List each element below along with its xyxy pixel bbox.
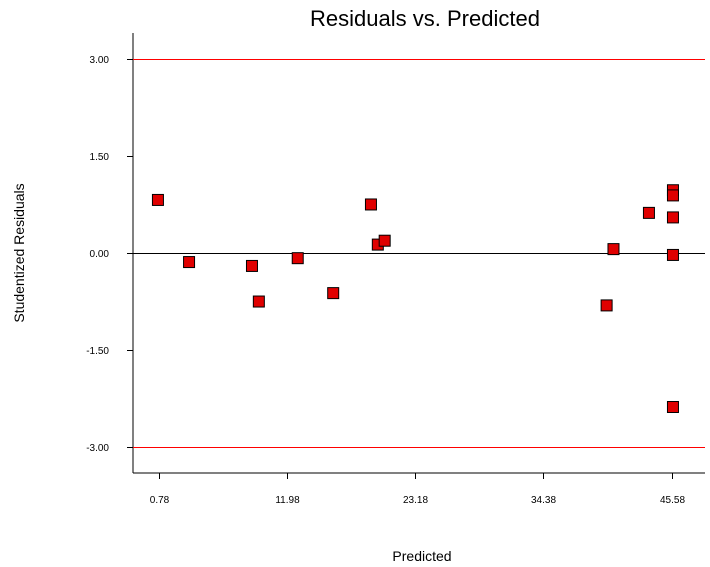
- data-point: [291, 252, 304, 265]
- y-tick-label: -1.50: [86, 346, 109, 357]
- data-point: [666, 248, 679, 261]
- x-tick-label: 34.38: [531, 495, 556, 506]
- data-point: [666, 211, 679, 224]
- data-point: [642, 206, 655, 219]
- data-point: [600, 299, 613, 312]
- y-tick-label: 1.50: [90, 152, 110, 163]
- x-tick-label: 23.18: [403, 495, 428, 506]
- plot-area: 3.00 1.50 0.00 -1.50 -3.00 0.78 11.98 23.18 34.3…: [86, 33, 705, 506]
- y-axis-label: Studentized Residuals: [11, 183, 27, 322]
- y-tick-label: 0.00: [90, 249, 110, 260]
- x-tick-label: 11.98: [275, 495, 300, 506]
- data-point: [183, 256, 196, 269]
- x-tick-label: 0.78: [150, 495, 170, 506]
- data-point: [607, 243, 620, 256]
- x-tick-label: 45.58: [660, 495, 685, 506]
- x-axis-label: Predicted: [392, 548, 451, 564]
- data-point: [252, 295, 265, 308]
- data-point: [327, 287, 340, 300]
- data-point: [151, 193, 164, 206]
- y-tick-label: -3.00: [86, 443, 109, 454]
- data-point: [666, 401, 679, 413]
- y-tick-label: 3.00: [90, 55, 110, 66]
- data-point: [245, 259, 258, 272]
- data-point: [666, 189, 679, 202]
- chart-title: Residuals vs. Predicted: [310, 6, 540, 31]
- data-point: [364, 198, 377, 211]
- data-point: [378, 234, 391, 247]
